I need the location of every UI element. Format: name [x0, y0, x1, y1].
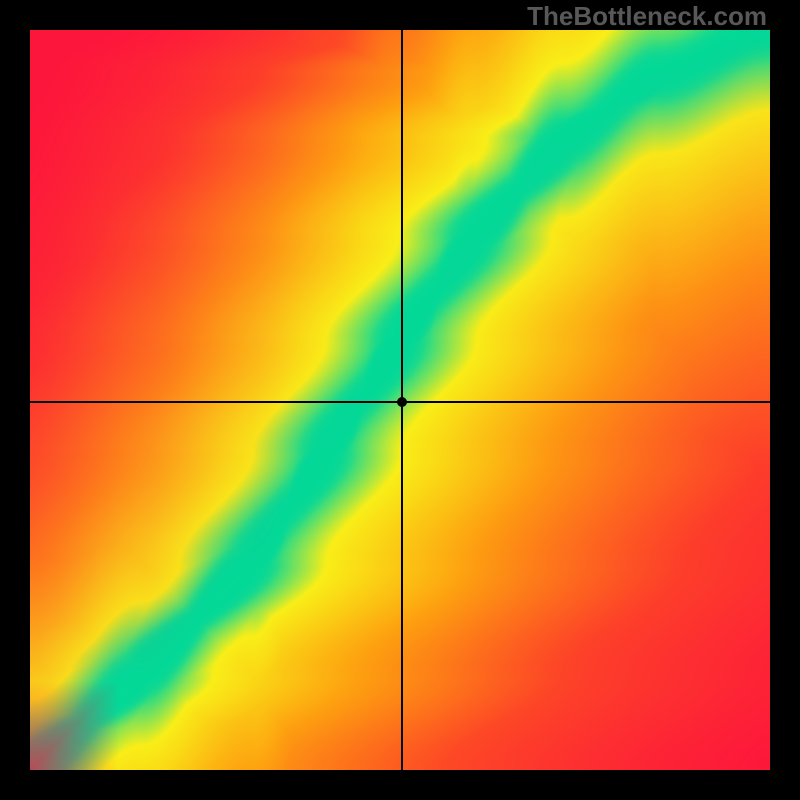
- chart-container: TheBottleneck.com: [0, 0, 800, 800]
- data-point-marker: [397, 397, 407, 407]
- watermark-text: TheBottleneck.com: [527, 1, 767, 32]
